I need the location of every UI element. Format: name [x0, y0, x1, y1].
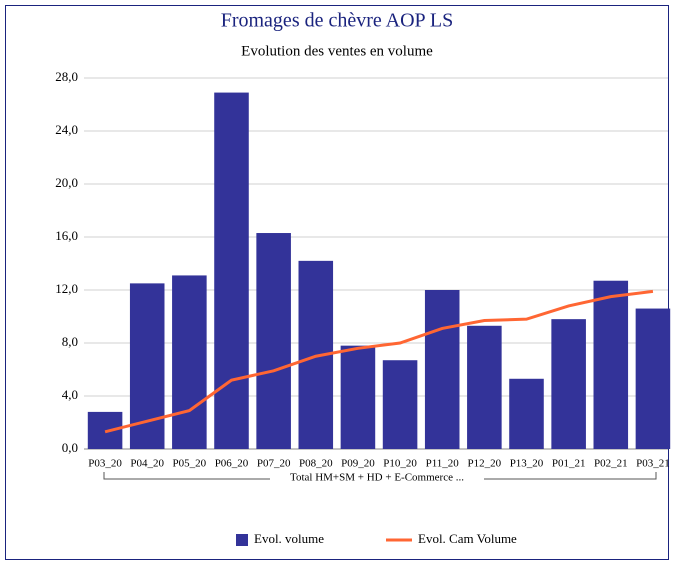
group-label: Total HM+SM + HD + E-Commerce ...	[290, 472, 464, 484]
group-label-bg	[270, 471, 484, 485]
y-tick-label: 4,0	[62, 387, 78, 402]
legend-label: Evol. Cam Volume	[418, 531, 517, 546]
bar	[424, 290, 460, 449]
bar	[382, 360, 418, 449]
legend-swatch	[236, 534, 248, 546]
x-tick-label: P02_21	[594, 458, 628, 470]
x-tick-label: P08_20	[299, 458, 333, 470]
bar	[467, 325, 502, 449]
bar	[635, 308, 671, 449]
bar	[509, 378, 544, 449]
x-tick-label: P05_20	[173, 458, 207, 470]
legend-label: Evol. volume	[254, 531, 324, 546]
y-tick-label: 16,0	[55, 228, 78, 243]
bar	[256, 233, 291, 449]
y-tick-label: 24,0	[55, 122, 78, 137]
y-tick-label: 28,0	[55, 69, 78, 84]
x-tick-label: P13_20	[510, 458, 544, 470]
y-tick-label: 8,0	[62, 334, 78, 349]
bar	[214, 92, 249, 449]
x-tick-label: P12_20	[468, 458, 502, 470]
bar	[551, 319, 586, 449]
x-tick-label: P10_20	[383, 458, 417, 470]
chart-title: Fromages de chèvre AOP LS	[221, 10, 454, 32]
bar	[593, 280, 629, 449]
x-tick-label: P03_20	[88, 458, 122, 470]
y-tick-label: 20,0	[55, 175, 78, 190]
line	[104, 289, 654, 434]
x-tick-label: P01_21	[552, 458, 586, 470]
x-tick-label: P11_20	[426, 458, 460, 470]
x-tick-label: P06_20	[215, 458, 249, 470]
bar	[340, 345, 376, 449]
chart-border	[5, 5, 669, 560]
x-tick-label: P04_20	[130, 458, 164, 470]
x-tick-label: P03_21	[636, 458, 670, 470]
chart-subtitle: Evolution des ventes en volume	[241, 43, 433, 59]
x-tick-label: P09_20	[341, 458, 375, 470]
x-tick-label: P07_20	[257, 458, 291, 470]
y-tick-label: 12,0	[55, 281, 78, 296]
y-tick-label: 0,0	[62, 440, 78, 455]
bar	[172, 275, 207, 449]
